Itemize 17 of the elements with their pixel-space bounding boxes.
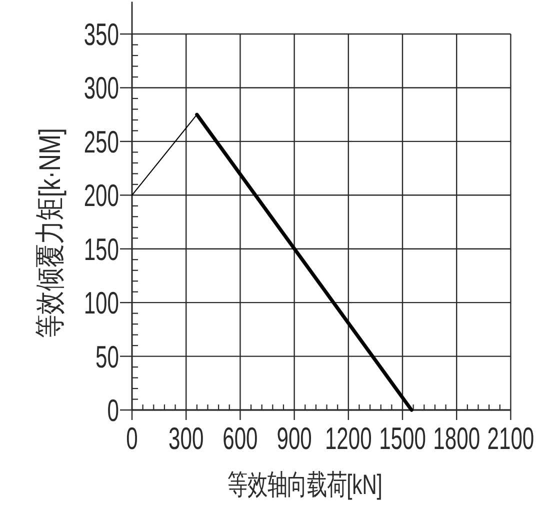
x-tick-label: 1500 <box>379 420 426 456</box>
x-tick-label: 1200 <box>324 420 372 456</box>
y-tick-label: 100 <box>84 286 119 321</box>
y-tick-label: 350 <box>84 16 119 52</box>
y-axis-title: 等效倾覆力矩[k·NM] <box>33 128 67 338</box>
x-axis-title: 等效轴向载荷[kN] <box>228 470 382 501</box>
y-tick-label: 200 <box>84 178 119 214</box>
x-tick-label: 2100 <box>487 420 534 456</box>
y-tick-label: 300 <box>84 70 119 106</box>
y-tick-label: 150 <box>84 232 119 267</box>
y-tick-label: 0 <box>107 392 119 428</box>
x-tick-label: 600 <box>222 420 258 456</box>
y-tick-label: 250 <box>84 124 119 160</box>
x-tick-label: 900 <box>276 420 312 456</box>
y-tick-label: 50 <box>96 339 119 374</box>
x-tick-label: 300 <box>168 420 204 456</box>
x-tick-label: 1800 <box>433 420 480 456</box>
